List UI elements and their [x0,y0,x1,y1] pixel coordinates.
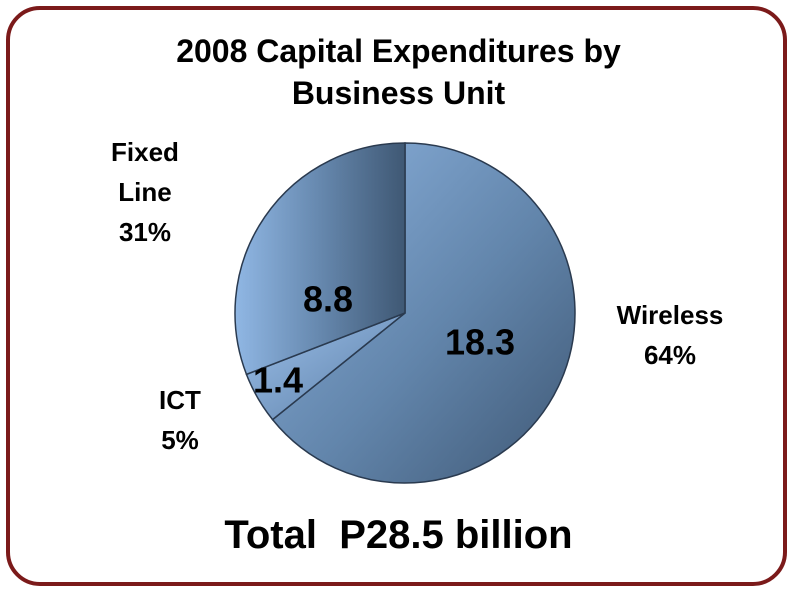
slice-label: ICT 5% [120,380,240,460]
percent-label: 64% [643,340,697,370]
percent-label: 5% [161,425,199,455]
frame [6,6,787,586]
pie-slice [271,142,576,484]
pie-slice [234,142,406,376]
value-label: 8.8 [303,279,353,320]
slice-label: Fixed Line 31% [70,132,220,252]
value-label: 1.4 [253,360,303,401]
percent-label: 31% [118,217,172,247]
chart-title: 2008 Capital Expenditures by Business Un… [176,33,621,111]
category-label: Fixed Line [111,137,179,207]
category-label: Wireless [616,300,724,330]
value-label: 18.3 [445,322,515,363]
total-label: Total P28.5 billion [224,513,573,557]
title: 2008 Capital Expenditures by Business Un… [0,30,797,114]
category-label: ICT [159,385,201,415]
slice-label: Wireless 64% [595,295,745,375]
